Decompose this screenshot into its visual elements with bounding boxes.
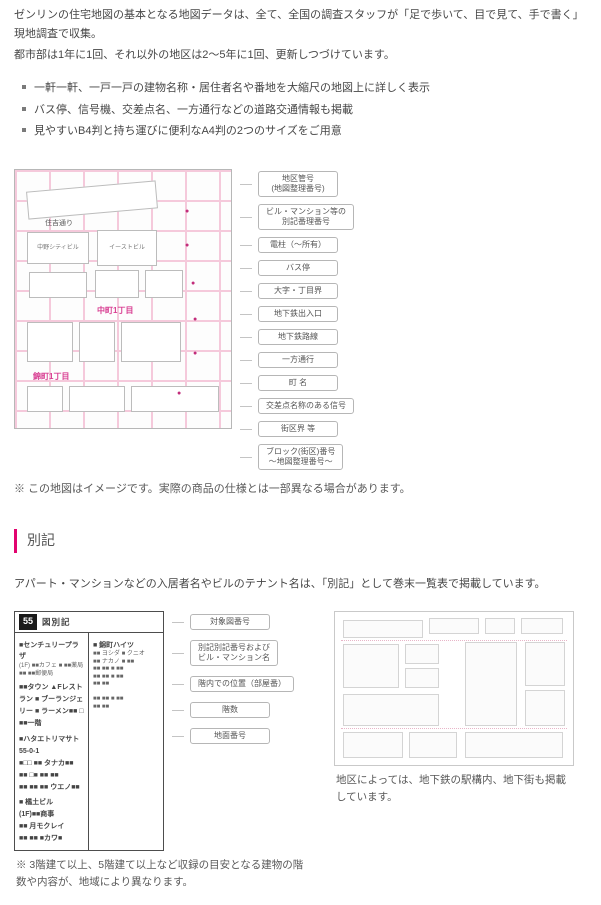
bekki-entry: ■ 橘土ビル (1F)■■商事 ■■ 月モクレイ ■■ ■■ ■カワ■	[19, 797, 84, 845]
legend-item: バス停	[258, 260, 338, 276]
district-label: 錦町1丁目	[33, 370, 69, 384]
intro-line-2: 都市部は1年に1回、それ以外の地区は2〜5年に1回、更新しつづけています。	[14, 46, 587, 65]
building-block: イーストビル	[97, 230, 157, 266]
section-title: 別記	[27, 529, 587, 553]
legend-item: 地下鉄路線	[258, 329, 338, 345]
legend-item: 大字・丁目界	[258, 283, 338, 299]
legend-item: 交差点名称のある信号	[258, 398, 354, 414]
bekki-panel: 55 図別記 ■センチュリープラザ (1F) ■■カフェ ■ ■■薬局 ■■ ■…	[14, 611, 304, 890]
road-label: 住吉通り	[45, 218, 73, 230]
bekki-legend-item: 階数	[190, 702, 270, 718]
bekki-legend-item: 階内での位置（部屋番）	[190, 676, 294, 692]
map-legend: 地区管号 (地図整理番号) ビル・マンション等の 別記番理番号 電柱（〜所有） …	[240, 169, 354, 470]
bekki-listing: 55 図別記 ■センチュリープラザ (1F) ■■カフェ ■ ■■薬局 ■■ ■…	[14, 611, 164, 851]
intro-line-1: ゼンリンの住宅地図の基本となる地図データは、全て、全国の調査スタッフが「足で歩い…	[14, 6, 587, 43]
bekki-legend-item: 地面番号	[190, 728, 270, 744]
bekki-entry: ■■タウン ▲Fレストラン ■ ブーランジェリー ■ ラーメン■■ □ ■■一階	[19, 682, 84, 730]
legend-item: 一方通行	[258, 352, 338, 368]
bekki-title: 図別記	[42, 615, 71, 629]
section-description: アパート・マンションなどの入居者名やビルのテナント名は、「別記」として巻末一覧表…	[14, 575, 587, 594]
bekki-note-right: 地区によっては、地下鉄の駅構内、地下街も掲載しています。	[334, 772, 574, 806]
bekki-entry: ■センチュリープラザ	[19, 640, 84, 664]
map-sample-image: 住吉通り 中野シティビル イーストビル 中町1丁目 錦町1丁目 ● ● ● ● …	[14, 169, 232, 429]
bekki-entry: ■ハタエトリマサト 55-0-1 ■□□ ■■ タナカ■■ ■■ □■ ■■ ■…	[19, 734, 84, 793]
map-note: ※ この地図はイメージです。実際の商品の仕様とは一部異なる場合があります。	[14, 480, 587, 499]
legend-item: ブロック(街区)番号 〜地図整理番号〜	[258, 444, 343, 470]
intro-text: ゼンリンの住宅地図の基本となる地図データは、全て、全国の調査スタッフが「足で歩い…	[14, 6, 587, 65]
bekki-note-left: ※ 3階建て以上、5階建て以上など収録の目安となる建物の階数や内容が、地域により…	[14, 857, 304, 891]
legend-item: 電柱（〜所有）	[258, 237, 338, 253]
section-header-bekki: 別記	[14, 529, 587, 553]
building-block: 中野シティビル	[27, 232, 89, 264]
legend-item: 町 名	[258, 375, 338, 391]
bekki-legend-item: 別記別記番号および ビル・マンション名	[190, 640, 278, 666]
bekki-legend-item: 対象図番号	[190, 614, 270, 630]
legend-item: ビル・マンション等の 別記番理番号	[258, 204, 354, 230]
bekki-badge: 55	[19, 614, 37, 629]
feature-item: 見やすいB4判と持ち運びに便利なA4判の2つのサイズをご用意	[22, 122, 587, 141]
underground-panel: 地区によっては、地下鉄の駅構内、地下街も掲載しています。	[334, 611, 574, 806]
legend-item: 地下鉄出入口	[258, 306, 338, 322]
floor-map-image	[334, 611, 574, 766]
district-label: 中町1丁目	[97, 304, 133, 318]
legend-item: 街区界 等	[258, 421, 338, 437]
feature-item: 一軒一軒、一戸一戸の建物名称・居住者名や番地を大縮尺の地図上に詳しく表示	[22, 79, 587, 98]
legend-item: 地区管号 (地図整理番号)	[258, 171, 338, 197]
map-sample-block: 住吉通り 中野シティビル イーストビル 中町1丁目 錦町1丁目 ● ● ● ● …	[14, 169, 587, 470]
bottom-row: 55 図別記 ■センチュリープラザ (1F) ■■カフェ ■ ■■薬局 ■■ ■…	[14, 611, 587, 890]
feature-item: バス停、信号機、交差点名、一方通行などの道路交通情報も掲載	[22, 101, 587, 120]
bekki-legend: 対象図番号 別記別記番号および ビル・マンション名 階内での位置（部屋番） 階数…	[172, 611, 294, 851]
feature-list: 一軒一軒、一戸一戸の建物名称・居住者名や番地を大縮尺の地図上に詳しく表示 バス停…	[22, 79, 587, 141]
